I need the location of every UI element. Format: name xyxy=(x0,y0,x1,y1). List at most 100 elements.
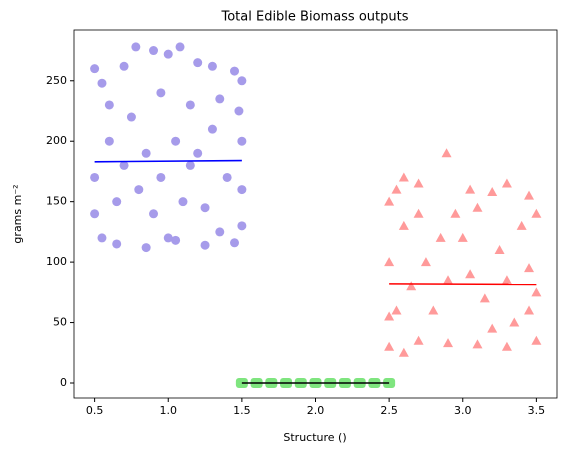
point xyxy=(384,311,395,321)
point xyxy=(90,172,100,182)
point xyxy=(185,100,195,110)
point xyxy=(398,172,409,182)
point xyxy=(104,100,114,110)
point xyxy=(531,335,542,345)
y-tick-label: 250 xyxy=(46,74,67,87)
y-tick-label: 200 xyxy=(46,134,67,147)
mean-line xyxy=(389,283,537,286)
y-tick-label: 100 xyxy=(46,255,67,268)
point xyxy=(516,220,527,230)
point xyxy=(413,178,424,188)
point xyxy=(384,196,395,206)
point xyxy=(156,172,166,182)
point xyxy=(457,232,468,242)
point xyxy=(104,136,114,146)
point xyxy=(171,136,181,146)
point xyxy=(163,49,173,59)
y-tick-label: 0 xyxy=(60,376,67,389)
x-tick-label: 1.5 xyxy=(233,404,251,417)
point xyxy=(175,42,185,52)
point xyxy=(222,172,232,182)
point xyxy=(501,275,512,285)
point xyxy=(450,208,461,218)
point xyxy=(126,112,136,122)
point xyxy=(384,341,395,351)
point xyxy=(237,136,247,146)
y-tick-label: 50 xyxy=(53,316,67,329)
point xyxy=(501,341,512,351)
point xyxy=(531,287,542,297)
point xyxy=(90,209,100,219)
point xyxy=(441,148,452,158)
x-tick-label: 2.5 xyxy=(380,404,398,417)
point xyxy=(230,238,240,248)
point xyxy=(112,197,122,207)
point xyxy=(149,46,159,56)
point xyxy=(131,42,141,52)
point xyxy=(435,232,446,242)
point xyxy=(398,347,409,357)
point xyxy=(230,66,240,76)
point xyxy=(215,94,225,104)
point xyxy=(215,227,225,237)
point xyxy=(134,185,144,195)
y-axis-label: grams m⁻² xyxy=(11,184,24,243)
point xyxy=(207,124,217,134)
point xyxy=(524,305,535,315)
point xyxy=(141,243,151,253)
x-tick-label: 3.0 xyxy=(454,404,472,417)
point xyxy=(479,293,490,303)
point xyxy=(97,78,107,88)
point xyxy=(487,186,498,196)
point xyxy=(465,269,476,279)
chart-title: Total Edible Biomass outputs xyxy=(220,10,408,25)
point xyxy=(391,305,402,315)
point xyxy=(509,317,520,327)
point xyxy=(487,323,498,333)
x-tick-label: 3.5 xyxy=(528,404,546,417)
point xyxy=(149,209,159,219)
point xyxy=(494,245,505,255)
point xyxy=(141,148,151,158)
point xyxy=(501,178,512,188)
point xyxy=(207,61,217,71)
point xyxy=(524,263,535,273)
point xyxy=(465,184,476,194)
point xyxy=(237,76,247,86)
point xyxy=(472,339,483,349)
x-tick-label: 0.5 xyxy=(86,404,104,417)
point xyxy=(384,257,395,267)
point xyxy=(200,240,210,250)
x-tick-label: 2.0 xyxy=(307,404,325,417)
point xyxy=(163,233,173,243)
point xyxy=(97,233,107,243)
point xyxy=(193,58,203,68)
point xyxy=(420,257,431,267)
point xyxy=(193,148,203,158)
point xyxy=(443,275,454,285)
mean-line xyxy=(94,159,242,163)
point xyxy=(200,203,210,213)
point xyxy=(90,64,100,74)
point xyxy=(185,160,195,170)
point xyxy=(413,208,424,218)
point xyxy=(524,190,535,200)
point xyxy=(237,185,247,195)
point xyxy=(119,61,129,71)
point xyxy=(398,220,409,230)
point xyxy=(472,202,483,212)
x-tick-label: 1.0 xyxy=(159,404,177,417)
point xyxy=(156,88,166,98)
y-tick-label: 150 xyxy=(46,195,67,208)
point xyxy=(531,208,542,218)
x-axis-label: Structure () xyxy=(283,431,346,444)
point xyxy=(391,184,402,194)
point xyxy=(406,281,417,291)
point xyxy=(234,106,244,116)
point xyxy=(112,239,122,249)
point xyxy=(413,335,424,345)
point xyxy=(443,338,454,348)
point xyxy=(178,197,188,207)
point xyxy=(171,235,181,245)
